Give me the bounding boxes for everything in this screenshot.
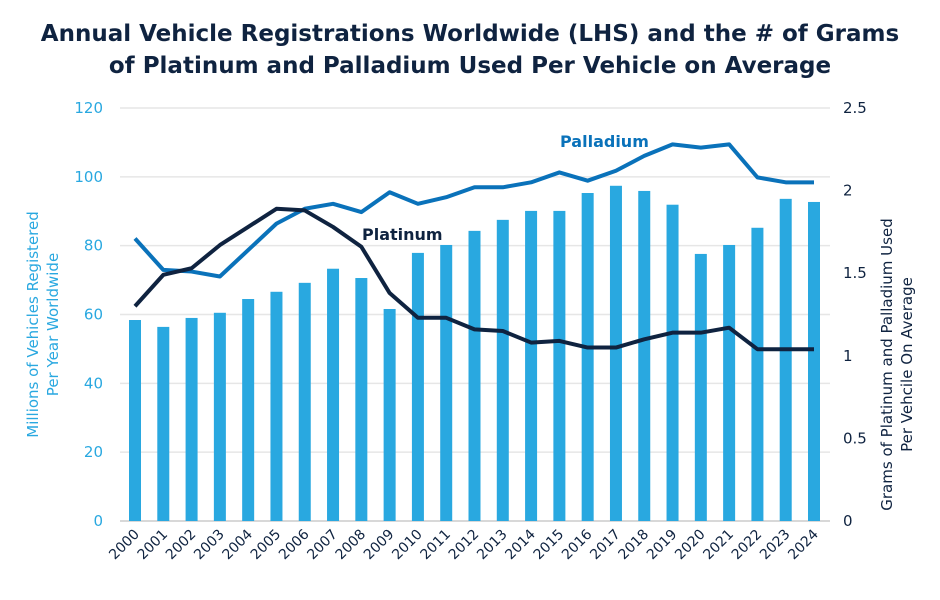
y-left-tick-label: 60 (84, 306, 103, 324)
bar (609, 185, 622, 521)
bar (355, 278, 368, 521)
bar (751, 227, 764, 521)
x-tick-label: 2019 (644, 527, 681, 564)
y-right-tick-label: 1.5 (843, 264, 867, 282)
bar (185, 317, 198, 521)
x-tick-label: 2002 (163, 527, 200, 564)
bar (157, 326, 170, 521)
y-right-axis-label: Grams of Platinum and Palladium Used (878, 218, 896, 510)
y-left-tick-label: 80 (84, 237, 103, 255)
chart-title-line: Annual Vehicle Registrations Worldwide (… (40, 21, 900, 47)
y-left-tick-label: 120 (74, 99, 103, 117)
bar (666, 204, 679, 522)
y-left-tick-label: 0 (93, 512, 103, 530)
x-tick-label: 2021 (700, 527, 737, 564)
y-left-tick-label: 20 (84, 443, 103, 461)
bar (808, 201, 820, 521)
series-line-palladium (133, 142, 814, 279)
bar (581, 193, 594, 522)
x-tick-label: 2017 (587, 527, 624, 564)
x-tick-label: 2007 (304, 527, 341, 564)
bar (242, 299, 255, 521)
x-tick-label: 2010 (389, 527, 426, 564)
bar (638, 190, 651, 522)
bar (779, 198, 792, 522)
x-tick-label: 2023 (757, 527, 794, 564)
y-right-tick-label: 2.5 (843, 99, 867, 117)
bar (298, 282, 311, 521)
bar (270, 291, 283, 521)
y-right-tick-label: 1 (843, 347, 853, 365)
bar (553, 210, 566, 522)
x-tick-label: 2006 (276, 526, 313, 563)
bar (694, 253, 707, 521)
series-label: Palladium (560, 132, 649, 151)
series-label: Platinum (362, 225, 443, 244)
bar (129, 320, 141, 521)
x-tick-label: 2004 (219, 526, 256, 563)
x-tick-label: 2012 (446, 527, 483, 564)
y-right-tick-label: 0 (843, 512, 853, 530)
bar (411, 252, 424, 521)
x-tick-label: 2003 (191, 527, 228, 564)
x-tick-label: 2018 (616, 527, 653, 564)
y-right-tick-label: 0.5 (843, 429, 867, 447)
bar (327, 268, 340, 521)
bar (525, 210, 538, 522)
chart-title-line: of Platinum and Palladium Used Per Vehic… (108, 53, 832, 79)
x-tick-label: 2014 (502, 526, 539, 563)
y-left-axis-label: Millions of Vehicles Registered (24, 211, 42, 438)
y-left-tick-label: 100 (74, 168, 103, 186)
x-tick-label: 2011 (418, 527, 455, 564)
chart-title: Annual Vehicle Registrations Worldwide (… (0, 18, 940, 82)
series-line-platinum (133, 206, 814, 352)
x-tick-label: 2013 (474, 527, 511, 564)
x-tick-label: 2016 (559, 526, 596, 563)
x-tick-label: 2022 (729, 527, 766, 564)
y-left-tick-label: 40 (84, 374, 103, 392)
bar (496, 219, 509, 521)
bar (383, 308, 396, 521)
bar (468, 230, 481, 521)
x-tick-label: 2015 (531, 527, 568, 564)
x-tick-label: 2008 (333, 527, 370, 564)
x-tick-label: 2009 (361, 527, 398, 564)
x-tick-label: 2001 (135, 527, 172, 564)
bar (723, 244, 736, 521)
y-right-tick-label: 2 (843, 182, 853, 200)
x-tick-label: 2000 (106, 527, 143, 564)
x-tick-label: 2020 (672, 527, 709, 564)
y-left-axis-label: Per Year Worldwide (44, 253, 62, 396)
bar (440, 244, 453, 521)
x-tick-label: 2024 (785, 526, 822, 563)
y-right-axis-label: Per Vehcile On Average (898, 277, 916, 452)
x-tick-label: 2005 (248, 527, 285, 564)
bar (213, 312, 226, 521)
